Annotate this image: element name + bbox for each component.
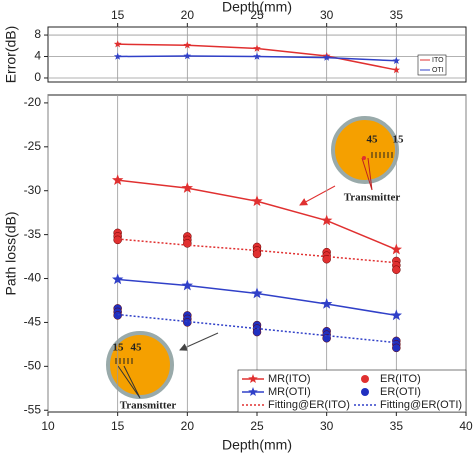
star-marker <box>251 195 263 207</box>
x-tick-label: 15 <box>111 419 125 433</box>
y-axis-label: Error(dB) <box>3 26 19 84</box>
star-marker <box>390 309 402 321</box>
legend-swatch <box>361 375 369 383</box>
arrow <box>299 185 336 206</box>
star-marker <box>253 52 261 60</box>
y-tick-label: -55 <box>24 402 42 416</box>
annotation: 15 <box>393 134 405 146</box>
x-tick-label: 10 <box>41 419 55 433</box>
star-marker <box>112 174 124 185</box>
legend-swatch <box>248 387 258 396</box>
series-line <box>117 238 397 264</box>
point <box>252 249 262 259</box>
inset-1 <box>331 116 399 191</box>
y-tick-label: -40 <box>24 271 42 285</box>
x-tick-label: 30 <box>320 419 334 433</box>
inset-2 <box>106 331 174 399</box>
star-marker <box>251 287 263 299</box>
y-tick-label: -20 <box>24 95 42 109</box>
y-tick-label: -45 <box>24 315 42 329</box>
x-tick-label: 15 <box>111 8 125 22</box>
x-tick-label: 25 <box>250 8 264 22</box>
y-tick-label: 0 <box>34 70 41 84</box>
arrow <box>179 332 219 351</box>
star-marker <box>253 44 261 52</box>
star-marker <box>390 243 402 255</box>
x-tick-label: 35 <box>390 8 404 22</box>
point <box>252 327 262 337</box>
point <box>183 239 192 248</box>
x-tick-label: 20 <box>181 419 195 433</box>
star-marker <box>113 52 122 60</box>
point <box>322 254 331 264</box>
legend <box>237 369 467 413</box>
x-tick-label: 30 <box>320 8 334 22</box>
x-tick-label: 20 <box>181 8 195 22</box>
annotation: Transmitter <box>120 400 177 412</box>
y-tick-label: 8 <box>34 27 41 41</box>
x-tick-label: 40 <box>459 419 473 433</box>
x-axis-label: Depth(mm) <box>222 0 292 15</box>
annotation: 45 <box>131 342 143 354</box>
annotation: Transmitter <box>344 192 401 204</box>
series-line <box>117 313 397 344</box>
legend-label: ER(OTI) <box>380 386 421 398</box>
star-marker <box>183 52 192 60</box>
star-marker <box>392 65 401 74</box>
legend-swatch <box>248 374 258 383</box>
star-marker <box>113 40 122 48</box>
point <box>392 343 401 353</box>
star-marker <box>321 214 333 226</box>
y-tick-label: -25 <box>24 139 42 153</box>
y-tick-label: 4 <box>34 49 41 63</box>
x-tick-label: 35 <box>390 419 404 433</box>
star-marker <box>392 56 401 64</box>
legend-label: MR(ITO) <box>268 373 311 385</box>
point <box>113 235 122 245</box>
star-marker <box>321 298 333 309</box>
star-marker <box>322 53 331 61</box>
point <box>113 311 122 320</box>
legend-label: Fitting@ER(ITO) <box>268 399 350 411</box>
legend-label: OTI <box>432 67 444 74</box>
star-marker <box>112 273 124 285</box>
annotation: 45 <box>367 134 379 146</box>
point <box>183 318 192 327</box>
x-axis-label: Depth(mm) <box>222 437 292 453</box>
y-tick-label: -30 <box>24 183 42 197</box>
star-marker <box>183 41 192 49</box>
point <box>392 265 401 274</box>
star-marker <box>181 182 193 193</box>
y-tick-label: -50 <box>24 359 42 373</box>
legend-label: ITO <box>432 57 444 64</box>
star-marker <box>181 279 193 291</box>
annotation: 15 <box>113 342 125 354</box>
y-axis-label: Path loss(dB) <box>3 211 19 295</box>
legend-label: ER(ITO) <box>380 373 421 385</box>
y-tick-label: -35 <box>24 227 42 241</box>
legend-label: Fitting@ER(OTI) <box>380 399 462 411</box>
x-tick-label: 25 <box>250 419 264 433</box>
legend-swatch <box>361 388 369 396</box>
legend-label: MR(OTI) <box>268 386 311 398</box>
